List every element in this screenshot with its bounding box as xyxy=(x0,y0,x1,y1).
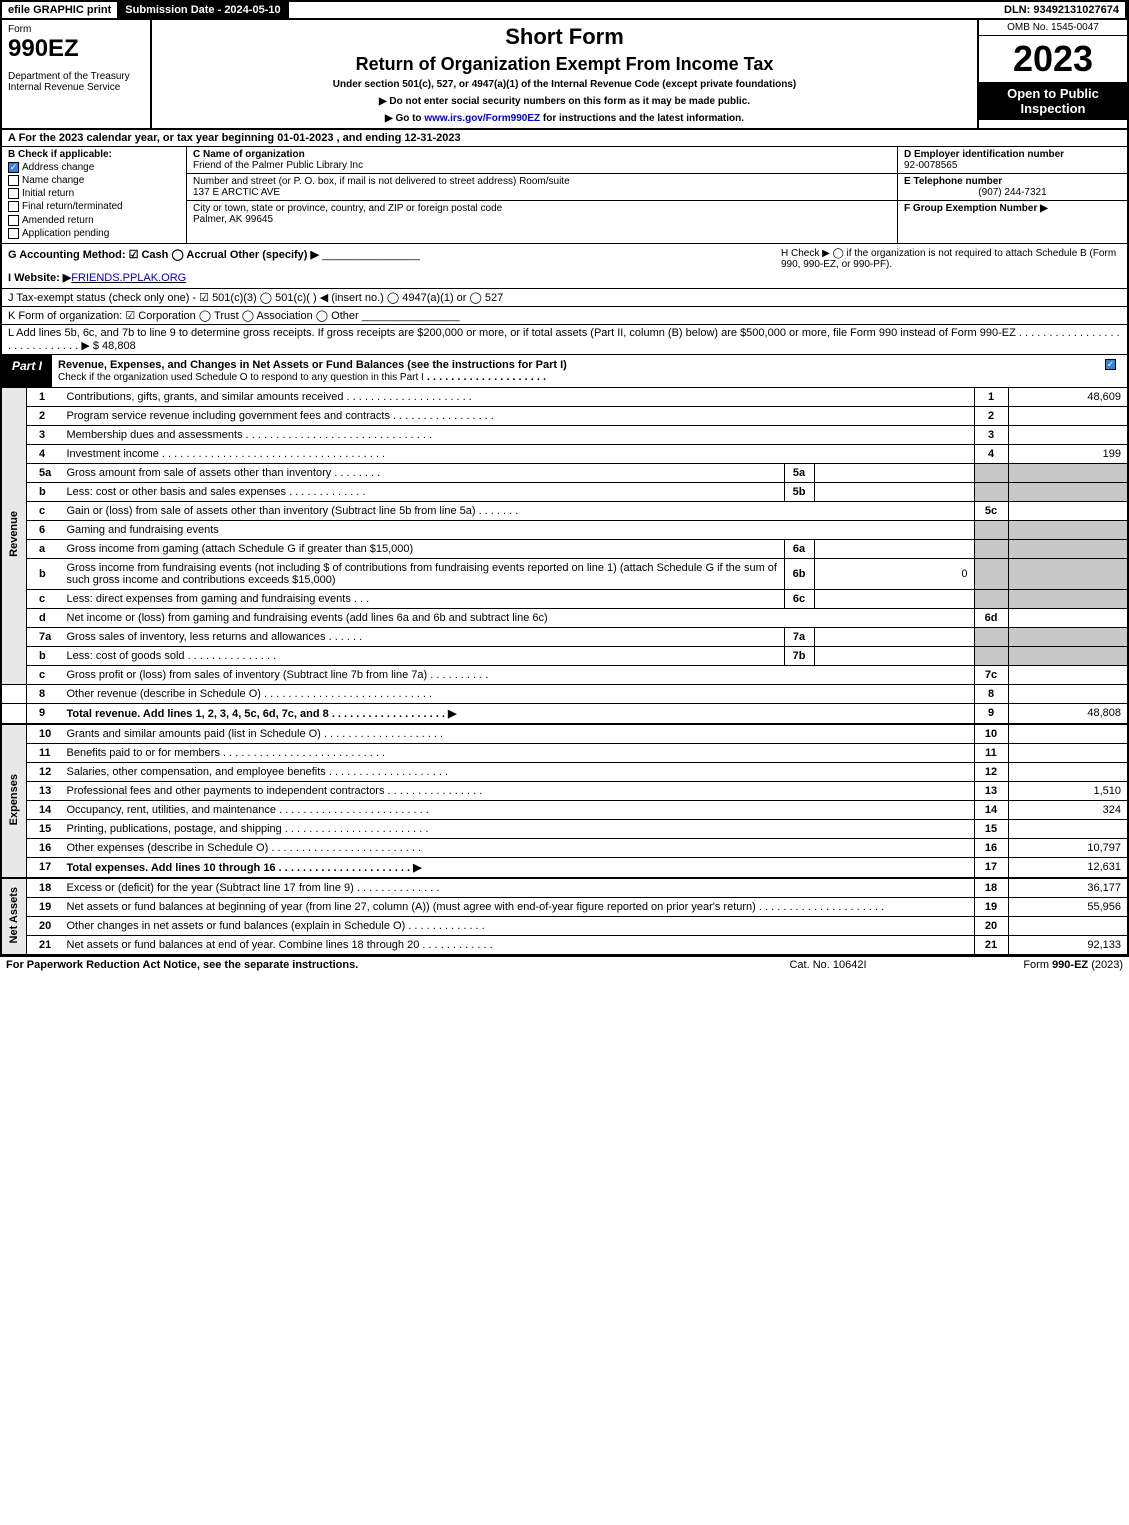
form-header: Form 990EZ Department of the Treasury In… xyxy=(0,20,1129,130)
netassets-vhead: Net Assets xyxy=(1,878,27,955)
line19-val: 55,956 xyxy=(1008,897,1128,916)
form-number: 990EZ xyxy=(8,35,144,63)
short-form-title: Short Form xyxy=(156,24,973,50)
line4-val: 199 xyxy=(1008,444,1128,463)
footer: For Paperwork Reduction Act Notice, see … xyxy=(0,956,1129,973)
line17-val: 12,631 xyxy=(1008,857,1128,878)
info-grid: B Check if applicable: ✓Address change N… xyxy=(0,147,1129,244)
line18-val: 36,177 xyxy=(1008,878,1128,898)
i-label: I Website: ▶ xyxy=(8,272,71,284)
line6b-val: 0 xyxy=(814,558,974,589)
expenses-vhead: Expenses xyxy=(1,724,27,878)
form-ref: Form 990-EZ (2023) xyxy=(953,959,1123,971)
line13-val: 1,510 xyxy=(1008,781,1128,800)
header-left: Form 990EZ Department of the Treasury In… xyxy=(2,20,152,128)
part-title: Revenue, Expenses, and Changes in Net As… xyxy=(52,355,1097,387)
dln: DLN: 93492131027674 xyxy=(998,2,1127,18)
column-def: D Employer identification number 92-0078… xyxy=(897,147,1127,243)
column-b: B Check if applicable: ✓Address change N… xyxy=(2,147,187,243)
amended-chk[interactable]: Amended return xyxy=(8,215,180,226)
b-label: B Check if applicable: xyxy=(8,149,180,160)
c-city-label: City or town, state or province, country… xyxy=(193,203,891,214)
under-section: Under section 501(c), 527, or 4947(a)(1)… xyxy=(156,79,973,90)
tax-year: 2023 xyxy=(979,36,1127,82)
row-k: K Form of organization: ☑ Corporation ◯ … xyxy=(0,307,1129,325)
part-check[interactable]: ✓ xyxy=(1097,355,1127,387)
website[interactable]: FRIENDS.PPLAK.ORG xyxy=(71,272,186,284)
efile-label[interactable]: efile GRAPHIC print xyxy=(2,2,119,18)
line9-val: 48,808 xyxy=(1008,703,1128,724)
final-chk[interactable]: Final return/terminated xyxy=(8,201,180,212)
column-c: C Name of organization Friend of the Pal… xyxy=(187,147,897,243)
f-label: F Group Exemption Number ▶ xyxy=(904,203,1121,214)
part-i-header: Part I Revenue, Expenses, and Changes in… xyxy=(0,355,1129,388)
pending-chk[interactable]: Application pending xyxy=(8,228,180,239)
city: Palmer, AK 99645 xyxy=(193,214,891,225)
header-right: OMB No. 1545-0047 2023 Open to Public In… xyxy=(977,20,1127,128)
row-j: J Tax-exempt status (check only one) - ☑… xyxy=(0,289,1129,307)
row-g-h: G Accounting Method: ☑ Cash ◯ Accrual Ot… xyxy=(0,244,1129,289)
section-a: A For the 2023 calendar year, or tax yea… xyxy=(0,130,1129,147)
row-l: L Add lines 5b, 6c, and 7b to line 9 to … xyxy=(0,325,1129,355)
org-name: Friend of the Palmer Public Library Inc xyxy=(193,160,891,171)
open-to-public: Open to Public Inspection xyxy=(979,82,1127,120)
line14-val: 324 xyxy=(1008,800,1128,819)
c-name-label: C Name of organization xyxy=(193,149,891,160)
return-title: Return of Organization Exempt From Incom… xyxy=(156,54,973,75)
cat-no: Cat. No. 10642I xyxy=(703,959,953,971)
paperwork-notice: For Paperwork Reduction Act Notice, see … xyxy=(6,959,703,971)
line21-val: 92,133 xyxy=(1008,935,1128,955)
irs-url[interactable]: www.irs.gov/Form990EZ xyxy=(424,113,540,124)
e-label: E Telephone number xyxy=(904,176,1121,187)
submission-date: Submission Date - 2024-05-10 xyxy=(119,2,288,18)
phone: (907) 244-7321 xyxy=(904,187,1121,198)
c-street-label: Number and street (or P. O. box, if mail… xyxy=(193,176,891,187)
do-not-enter: ▶ Do not enter social security numbers o… xyxy=(156,96,973,107)
initial-chk[interactable]: Initial return xyxy=(8,188,180,199)
g-accounting: G Accounting Method: ☑ Cash ◯ Accrual Ot… xyxy=(8,249,319,261)
form-label: Form xyxy=(8,24,144,35)
header-center: Short Form Return of Organization Exempt… xyxy=(152,20,977,128)
line16-val: 10,797 xyxy=(1008,838,1128,857)
street: 137 E ARCTIC AVE xyxy=(193,187,891,198)
revenue-vhead: Revenue xyxy=(1,388,27,685)
finance-table: Revenue 1Contributions, gifts, grants, a… xyxy=(0,388,1129,956)
name-change-chk[interactable]: Name change xyxy=(8,175,180,186)
goto-link: ▶ Go to www.irs.gov/Form990EZ for instru… xyxy=(156,113,973,124)
line1-val: 48,609 xyxy=(1008,388,1128,407)
ein: 92-0078565 xyxy=(904,160,1121,171)
omb-number: OMB No. 1545-0047 xyxy=(979,20,1127,36)
d-label: D Employer identification number xyxy=(904,149,1121,160)
h-check: H Check ▶ ◯ if the organization is not r… xyxy=(781,248,1121,284)
part-tab: Part I xyxy=(2,355,52,387)
top-bar: efile GRAPHIC print Submission Date - 20… xyxy=(0,0,1129,20)
irs-label: Internal Revenue Service xyxy=(8,82,144,93)
addr-change-chk[interactable]: ✓Address change xyxy=(8,162,180,173)
dept-label: Department of the Treasury xyxy=(8,71,144,82)
